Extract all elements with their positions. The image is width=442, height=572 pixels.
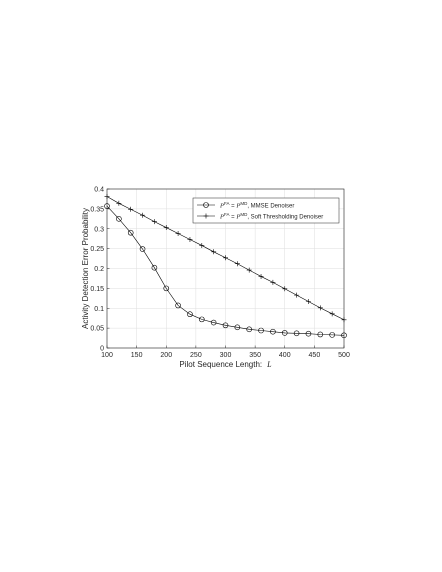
legend-sym-2a: P bbox=[219, 214, 224, 221]
series-1 bbox=[104, 203, 347, 339]
series-2-point bbox=[294, 292, 300, 298]
series-2-point bbox=[234, 261, 240, 267]
legend-eq-2: = bbox=[230, 215, 237, 221]
series-1-point bbox=[163, 285, 170, 292]
legend-entry-soft-threshold: PFA = PMD, Soft Thresholding Denoiser bbox=[197, 212, 323, 221]
series-2-point bbox=[199, 242, 205, 248]
legend-eq-1: = bbox=[230, 204, 237, 210]
legend-sym-1a: P bbox=[219, 203, 224, 210]
series-1-point bbox=[151, 264, 158, 271]
legend-entry-mmse: PFA = PMD, MMSE Denoiser bbox=[197, 201, 294, 210]
y-tick-label: 0.15 bbox=[90, 286, 104, 293]
series-1-point bbox=[175, 302, 181, 309]
x-tick-label: 400 bbox=[279, 352, 291, 359]
series-group bbox=[104, 194, 347, 339]
legend: PFA = PMD, MMSE Denoiser PFA = PMD, Soft… bbox=[192, 197, 340, 224]
y-tick-label: 0.3 bbox=[94, 226, 104, 233]
series-2-point bbox=[329, 311, 335, 317]
series-1-point bbox=[222, 322, 229, 329]
series-2-point bbox=[128, 206, 134, 212]
series-1-point bbox=[246, 326, 252, 333]
svg-text:PFA = PMD, MMSE Denoiser: PFA = PMD, MMSE Denoiser bbox=[219, 201, 294, 210]
series-2 bbox=[104, 194, 347, 323]
x-tick-label: 500 bbox=[338, 352, 350, 359]
x-axis-label-symbol: L bbox=[266, 360, 272, 369]
legend-sup-2b: MD bbox=[240, 212, 248, 217]
series-2-point bbox=[116, 200, 122, 206]
plot-frame bbox=[106, 188, 345, 349]
y-tick-label: 0.35 bbox=[90, 206, 104, 213]
series-1-point bbox=[281, 330, 288, 336]
legend-rest-2: , Soft Thresholding Denoiser bbox=[247, 215, 323, 221]
legend-sym-1b: P bbox=[235, 203, 240, 210]
y-tick-label: 0.4 bbox=[94, 187, 104, 194]
y-tick-label: 0.05 bbox=[90, 326, 104, 333]
legend-sym-2b: P bbox=[235, 214, 240, 221]
series-2-point bbox=[175, 231, 181, 237]
legend-marker-circle bbox=[203, 202, 209, 208]
series-1-point bbox=[234, 324, 241, 331]
series-1-point bbox=[199, 316, 205, 323]
series-1-point bbox=[317, 331, 324, 338]
series-2-point bbox=[305, 298, 311, 304]
series-2-point bbox=[163, 225, 169, 231]
series-2-point bbox=[282, 286, 288, 292]
series-2-point bbox=[317, 305, 323, 311]
x-tick-label: 350 bbox=[249, 352, 261, 359]
legend-box bbox=[192, 197, 340, 224]
series-1-point bbox=[127, 229, 134, 236]
series-1-point bbox=[329, 332, 335, 338]
x-tick-label: 300 bbox=[220, 352, 232, 359]
series-2-point bbox=[223, 255, 228, 261]
series-2-point bbox=[246, 267, 252, 273]
series-2-point bbox=[270, 279, 276, 285]
x-axis-label-text: Pilot Sequence Length: bbox=[179, 360, 262, 369]
legend-sup-1a: FA bbox=[224, 201, 230, 206]
series-1-point bbox=[270, 328, 276, 335]
x-tick-label: 150 bbox=[131, 352, 143, 359]
x-tick-label: 250 bbox=[190, 352, 202, 359]
series-2-point bbox=[151, 219, 157, 225]
series-2-point bbox=[187, 236, 193, 242]
legend-sup-2a: FA bbox=[224, 212, 230, 217]
series-1-point bbox=[187, 311, 193, 318]
y-tick-label: 0.25 bbox=[90, 246, 104, 253]
legend-marker-plus bbox=[203, 213, 209, 219]
x-tick-label: 100 bbox=[101, 352, 113, 359]
y-tick-label: 0 bbox=[100, 346, 104, 353]
y-axis-ticks: 0 0.05 0.1 0.15 0.2 0.25 0.3 0.35 0.4 bbox=[90, 187, 110, 353]
series-1-point bbox=[210, 319, 217, 326]
series-1-point bbox=[293, 330, 300, 337]
series-1-line bbox=[106, 205, 345, 336]
series-2-point bbox=[211, 249, 217, 255]
x-tick-label: 450 bbox=[309, 352, 321, 359]
svg-text:PFA = PMD, Soft Thresholding D: PFA = PMD, Soft Thresholding Denoiser bbox=[219, 212, 323, 221]
x-axis-label: Pilot Sequence Length: L bbox=[179, 360, 272, 369]
series-1-point bbox=[258, 327, 264, 334]
x-tick-label: 200 bbox=[160, 352, 172, 359]
series-1-point bbox=[139, 246, 146, 252]
legend-rest-1: , MMSE Denoiser bbox=[247, 204, 294, 210]
y-tick-label: 0.1 bbox=[94, 306, 104, 313]
legend-sup-1b: MD bbox=[240, 201, 248, 206]
series-2-point bbox=[140, 212, 146, 218]
y-axis-label: Activity Detection Error Probability bbox=[81, 208, 90, 329]
series-1-point bbox=[116, 216, 122, 222]
y-tick-label: 0.2 bbox=[94, 266, 104, 273]
x-axis-ticks: 100 150 200 250 300 350 400 450 500 bbox=[101, 345, 350, 359]
series-1-point bbox=[305, 330, 312, 337]
series-2-point bbox=[258, 273, 264, 279]
